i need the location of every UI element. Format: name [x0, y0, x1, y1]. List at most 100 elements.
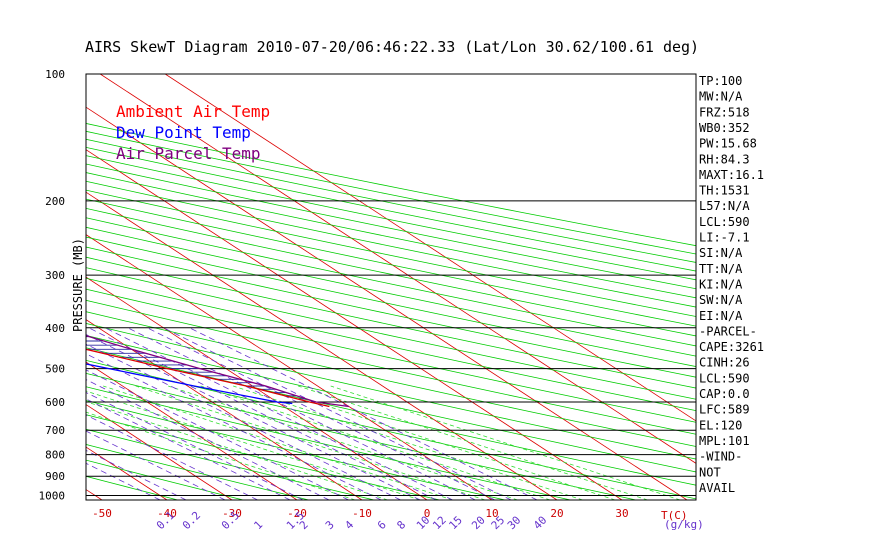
mixing-ratio-line	[163, 327, 512, 500]
stat-label: KI:N/A	[699, 278, 743, 292]
isotherm-line	[86, 106, 688, 500]
mixing-ratio-tick-label: 1	[251, 518, 265, 532]
isotherm-line	[99, 74, 696, 464]
moist-adiabat-line	[86, 411, 356, 500]
isotherm-line	[86, 404, 233, 500]
dry-adiabat-line	[86, 123, 696, 247]
stat-label: SI:N/A	[699, 246, 743, 260]
stat-label: LCL:590	[699, 371, 750, 385]
mixing-ratio-line	[104, 327, 453, 500]
pressure-tick-labels: 100 200 300 400 500 600 700 800 900 1000	[39, 68, 66, 503]
bottom-temp-tick-label: -30	[222, 507, 242, 520]
mixing-ratio-tick-label: 8	[394, 518, 408, 532]
mixing-ratio-tick-label: 4	[342, 518, 356, 532]
dry-adiabat-line	[86, 180, 696, 308]
dry-adiabat-line	[86, 226, 696, 357]
dry-adiabat-line	[86, 347, 696, 486]
dry-adiabat-line	[86, 334, 696, 473]
stat-label: CAPE:3261	[699, 340, 764, 354]
stat-label: RH:84.3	[699, 152, 750, 166]
stat-label: TT:N/A	[699, 262, 743, 276]
mixing-ratio-tick-label: 30	[505, 514, 524, 533]
stat-label: -PARCEL-	[699, 324, 757, 338]
dry-adiabat-line	[86, 299, 696, 435]
mixing-ratio-tick-label: 6	[375, 518, 389, 532]
dry-adiabat-line	[86, 138, 696, 263]
mixing-ratio-line	[127, 327, 476, 500]
bottom-temperature-ticks: -50 -40 -30 -20 -10 0 10 20 30	[92, 507, 629, 520]
mixing-ratio-line	[86, 462, 161, 500]
pressure-tick-label: 900	[45, 470, 65, 483]
mixing-ratio-line	[86, 343, 401, 500]
stat-label: MW:N/A	[699, 90, 743, 104]
legend-air-parcel-temp: Air Parcel Temp	[116, 144, 261, 163]
isotherm-line	[0, 74, 37, 500]
dry-adiabat-line	[86, 198, 696, 327]
pressure-tick-label: 400	[45, 322, 65, 335]
dry-adiabat-line	[86, 207, 696, 337]
pressure-tick-label: 100	[45, 68, 65, 81]
mixing-ratio-tick-label: 0.2	[180, 509, 203, 532]
mixing-ratio-line	[86, 353, 382, 500]
mixing-ratio-unit-label: (g/kg)	[664, 518, 704, 531]
stat-label: EI:N/A	[699, 309, 743, 323]
mixing-ratio-tick-label: 3	[323, 518, 337, 532]
mixing-ratio-line	[86, 379, 330, 500]
dry-adiabat-line	[86, 189, 696, 317]
stat-label: L57:N/A	[699, 199, 750, 213]
stat-label: EL:120	[699, 418, 742, 432]
ambient-air-temp-line	[86, 348, 330, 408]
mixing-ratio-line	[86, 334, 421, 500]
bottom-temp-tick-label: 30	[615, 507, 628, 520]
chart-title: AIRS SkewT Diagram 2010-07-20/06:46:22.3…	[85, 38, 699, 56]
stat-label: LCL:590	[699, 215, 750, 229]
mixing-ratio-line	[86, 414, 258, 500]
isotherm-line	[86, 361, 298, 500]
stat-label: LFC:589	[699, 403, 750, 417]
dry-adiabat-line	[86, 130, 696, 255]
dry-adiabat-line	[86, 246, 696, 378]
stat-label: SW:N/A	[699, 293, 743, 307]
moist-adiabat-line	[86, 390, 421, 500]
dry-adiabat-line	[86, 322, 696, 460]
grid-lines	[0, 74, 696, 500]
bottom-temp-tick-label: -10	[352, 507, 372, 520]
pressure-axis-label: PRESSURE (MB)	[71, 238, 85, 332]
pressure-tick-label: 500	[45, 363, 65, 376]
pressure-tick-label: 200	[45, 195, 65, 208]
bottom-temp-tick-label: -50	[92, 507, 112, 520]
moist-adiabat-line	[200, 385, 551, 500]
mixing-ratio-tick-label: 15	[446, 514, 465, 533]
moist-adiabat-line	[330, 385, 681, 500]
dry-adiabat-line	[86, 372, 637, 500]
dry-adiabat-line	[86, 359, 696, 500]
bottom-temp-tick-label: -20	[287, 507, 307, 520]
bottom-temp-tick-label: 0	[424, 507, 431, 520]
dew-point-temp-line	[86, 363, 293, 405]
mixing-ratio-line	[86, 398, 291, 500]
dry-adiabat-line	[86, 414, 440, 500]
isotherm-line	[86, 319, 363, 500]
dry-adiabat-line	[86, 217, 696, 347]
mixing-ratio-line	[86, 392, 304, 500]
dry-adiabat-line	[86, 236, 696, 367]
cape-hatch	[86, 336, 316, 403]
mixing-ratio-line	[189, 327, 538, 500]
moist-adiabat-line	[135, 385, 486, 500]
bottom-temp-tick-label: 10	[485, 507, 498, 520]
legend-ambient-air-temp: Ambient Air Temp	[116, 102, 270, 121]
dry-adiabat-line	[86, 256, 696, 389]
dry-adiabat-line	[86, 163, 696, 290]
moist-adiabat-line	[103, 385, 453, 500]
dry-adiabat-line	[86, 277, 696, 412]
mixing-ratio-line	[86, 430, 226, 500]
mixing-ratio-line	[88, 327, 437, 500]
moist-adiabat-line	[265, 385, 616, 500]
dry-adiabat-line	[86, 172, 696, 299]
pressure-tick-label: 1000	[39, 490, 66, 503]
pressure-tick-label: 600	[45, 396, 65, 409]
legend-dew-point-temp: Dew Point Temp	[116, 123, 251, 142]
temp-unit-label: T(C)	[661, 509, 688, 522]
